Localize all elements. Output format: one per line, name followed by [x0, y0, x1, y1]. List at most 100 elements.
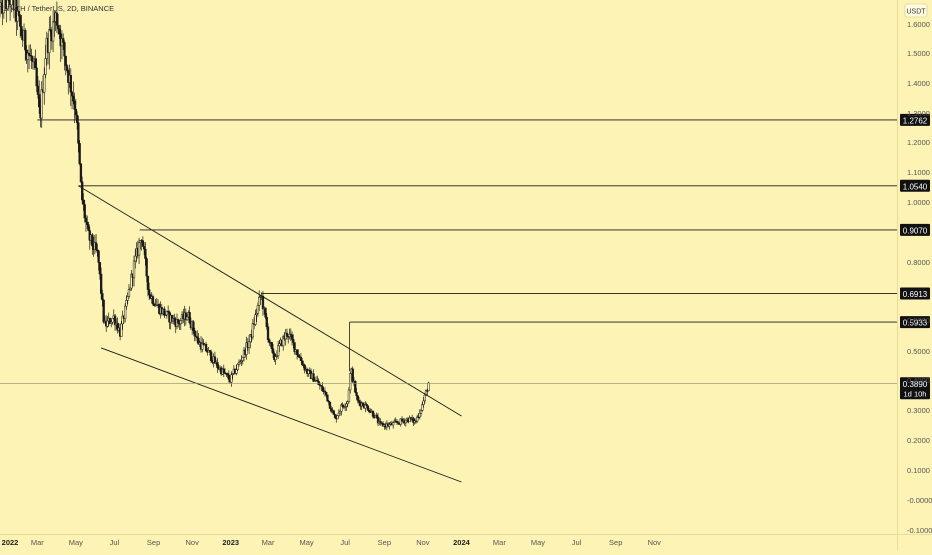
- candle: [194, 330, 198, 342]
- candle: [408, 415, 411, 423]
- time-tick-label: 2023: [222, 538, 239, 547]
- candle: [308, 367, 311, 375]
- candle: [278, 340, 281, 353]
- candle: [337, 409, 340, 418]
- candle: [341, 402, 344, 408]
- candle: [30, 48, 33, 69]
- candle: [86, 215, 89, 229]
- candle: [72, 81, 75, 105]
- candle: [151, 294, 155, 307]
- candle: [17, 0, 21, 18]
- candle: [55, 1, 59, 33]
- trendline-upper[interactable]: [78, 185, 462, 417]
- candle: [144, 241, 147, 266]
- candle: [94, 233, 98, 253]
- price-tick-label: 1.6000: [907, 20, 930, 29]
- candle: [82, 193, 85, 211]
- candle: [132, 255, 136, 287]
- candle: [185, 313, 189, 321]
- candle: [2, 0, 5, 19]
- candle: [328, 401, 332, 409]
- candle: [254, 309, 257, 326]
- candle: [4, 0, 6, 6]
- candle: [26, 49, 29, 73]
- candle: [57, 14, 60, 35]
- candle: [222, 364, 225, 378]
- price-tick-label: 0.2000: [907, 436, 930, 445]
- candle: [422, 397, 425, 408]
- candle: [237, 359, 241, 367]
- candle: [116, 317, 119, 334]
- candle: [275, 350, 279, 358]
- candle: [421, 402, 424, 412]
- price-tick-label: 1.2000: [907, 138, 930, 147]
- price-tick-label: 0.8000: [907, 258, 930, 267]
- candle: [240, 355, 243, 366]
- candle: [325, 391, 328, 398]
- candle: [201, 337, 204, 353]
- level-label: 0.5933: [900, 316, 930, 329]
- candle: [239, 359, 242, 365]
- candle: [121, 310, 124, 330]
- candle: [307, 369, 310, 377]
- candle: [163, 306, 166, 319]
- candle: [7, 0, 10, 8]
- countdown-text: 1d 10h: [904, 389, 927, 398]
- candle: [113, 314, 117, 331]
- candle: [193, 327, 196, 342]
- candle: [129, 287, 132, 291]
- trendline-lower[interactable]: [100, 347, 462, 483]
- candle: [111, 317, 114, 325]
- candle: [276, 340, 280, 360]
- candle: [264, 307, 267, 320]
- candle: [173, 313, 176, 325]
- candle: [245, 336, 248, 360]
- candle: [255, 308, 258, 322]
- candle: [51, 10, 55, 53]
- price-tick-label: 0.6000: [907, 316, 930, 325]
- candle: [202, 339, 205, 346]
- svg-text:USDT: USDT: [906, 9, 926, 16]
- candle: [98, 262, 102, 280]
- candle: [44, 45, 47, 79]
- candle: [108, 317, 112, 325]
- svg-text:1.2762: 1.2762: [903, 116, 928, 125]
- candle: [336, 415, 339, 420]
- candle: [301, 357, 304, 367]
- candle: [110, 319, 113, 328]
- candle: [192, 320, 195, 334]
- candle: [327, 400, 330, 406]
- candle: [87, 221, 90, 232]
- candle: [36, 75, 40, 99]
- candle: [166, 305, 170, 314]
- candle: [77, 116, 80, 153]
- candle: [142, 242, 146, 256]
- candle: [216, 357, 219, 373]
- candle: [338, 409, 342, 416]
- candle: [285, 328, 289, 340]
- candles: [0, 0, 430, 431]
- candle: [388, 422, 391, 430]
- candle: [179, 317, 182, 330]
- currency-button[interactable]: USDT: [904, 3, 928, 18]
- candle: [0, 0, 2, 18]
- candle: [34, 49, 37, 69]
- candle: [399, 418, 402, 427]
- price-axis[interactable]: 1.6000 1.5000 1.4000 1.3000 1.2000 1.1000 1.00…: [907, 20, 932, 535]
- candle: [249, 334, 252, 349]
- candle: [130, 269, 133, 291]
- symbol-title: 1INCH / TetherUS, 2D, BINANCE: [3, 4, 114, 13]
- candle: [124, 303, 127, 323]
- candle: [70, 90, 74, 110]
- candle: [355, 387, 358, 400]
- time-axis[interactable]: 2022 Mar May Jul Sep Nov 2023 Mar May Jul Sep Nov 20…: [2, 538, 662, 547]
- candle: [321, 382, 324, 392]
- candle: [91, 233, 94, 255]
- level-label: 0.9070: [900, 223, 930, 236]
- candle: [395, 418, 399, 425]
- candle: [16, 6, 19, 31]
- price-tick-label: -0.0000: [907, 496, 932, 505]
- time-tick-label: May: [299, 538, 313, 547]
